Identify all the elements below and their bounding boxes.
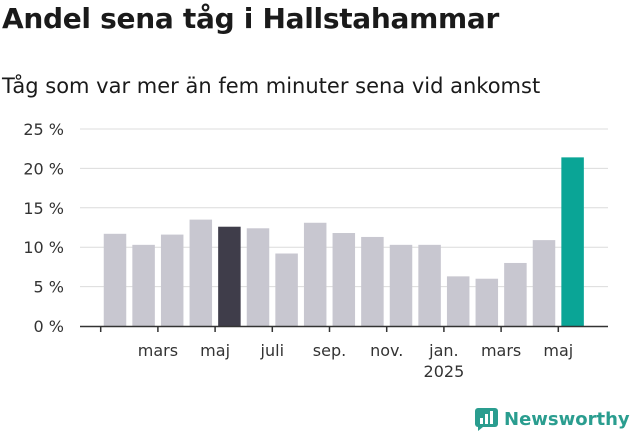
- bar: [361, 236, 384, 326]
- x-tick-label: nov.: [370, 341, 403, 360]
- x-tick-label: mars: [481, 341, 521, 360]
- x-tick-year-label: 2025: [424, 362, 465, 381]
- x-axis: mars maj juli sep. nov. jan. 2025 mars maj: [80, 325, 608, 381]
- bar: [103, 233, 127, 326]
- bar: [303, 222, 327, 326]
- bar: [475, 278, 499, 326]
- bar: [132, 244, 155, 326]
- bar: [504, 262, 527, 326]
- bar: [561, 157, 584, 326]
- x-tick-label: sep.: [313, 341, 346, 360]
- y-tick-label: 15 %: [23, 199, 64, 218]
- y-tick-label: 0 %: [34, 317, 64, 336]
- y-axis-labels: 0 % 5 % 10 % 15 % 20 % 25 %: [23, 120, 64, 336]
- bar: [275, 253, 298, 326]
- chart-subtitle: Tåg som var mer än fem minuter sena vid …: [2, 74, 541, 98]
- x-tick-label: juli: [260, 341, 284, 360]
- bar: [532, 240, 556, 326]
- brand-name: Newsworthy: [504, 409, 630, 430]
- bar: [189, 219, 213, 326]
- bar: [218, 226, 241, 326]
- y-tick-label: 20 %: [23, 159, 64, 178]
- newsworthy-logo: Newsworthy: [475, 408, 630, 431]
- newsworthy-logo-icon: [475, 408, 498, 431]
- chart-title: Andel sena tåg i Hallstahammar: [2, 2, 499, 35]
- bar: [332, 233, 356, 326]
- x-tick-label: maj: [543, 341, 573, 360]
- y-tick-label: 5 %: [34, 278, 64, 297]
- bar: [418, 244, 441, 326]
- bars: [103, 157, 584, 326]
- bar: [446, 276, 470, 326]
- x-tick-label: jan.: [428, 341, 458, 360]
- x-tick-label: maj: [200, 341, 230, 360]
- bar: [160, 234, 184, 326]
- bar: [389, 244, 413, 326]
- y-tick-label: 10 %: [23, 238, 64, 257]
- y-tick-label: 25 %: [23, 120, 64, 139]
- bar: [246, 228, 270, 326]
- x-tick-label: mars: [138, 341, 178, 360]
